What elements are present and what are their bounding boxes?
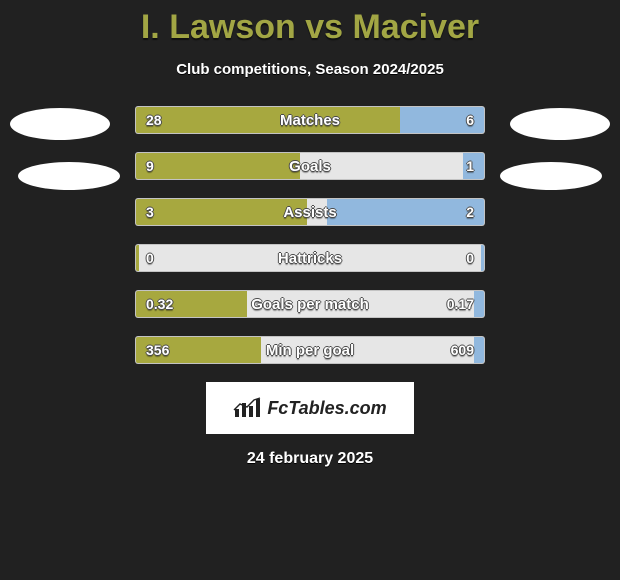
- branding-logo: FcTables.com: [206, 382, 414, 434]
- comparison-chart: 286Matches91Goals32Assists00Hattricks0.3…: [0, 106, 620, 364]
- stat-bar: 91Goals: [135, 152, 485, 180]
- stat-bar-left-fill: [136, 199, 307, 225]
- stat-value-left: 0.32: [146, 291, 173, 317]
- stat-value-right: 1: [466, 153, 474, 179]
- stat-value-left: 9: [146, 153, 154, 179]
- player-right-avatar-placeholder: [510, 108, 610, 140]
- stat-value-right: 6: [466, 107, 474, 133]
- stat-bar: 0.320.17Goals per match: [135, 290, 485, 318]
- stat-bar-right-fill: [474, 337, 484, 363]
- branding-text: FcTables.com: [267, 398, 386, 419]
- bar-chart-icon: [233, 397, 261, 419]
- stat-value-right: 0.17: [447, 291, 474, 317]
- stat-bar-left-fill: [136, 107, 400, 133]
- stat-bar-right-fill: [474, 291, 484, 317]
- team-right-avatar-placeholder: [500, 162, 602, 190]
- stat-value-right: 0: [466, 245, 474, 271]
- stat-bar-right-fill: [481, 245, 484, 271]
- stat-value-right: 609: [451, 337, 474, 363]
- stat-bar: 32Assists: [135, 198, 485, 226]
- stat-value-left: 356: [146, 337, 169, 363]
- team-left-avatar-placeholder: [18, 162, 120, 190]
- stat-bar: 0 0Hattricks: [135, 244, 485, 272]
- date-label: 24 february 2025: [0, 450, 620, 468]
- stat-bar-left-fill: [136, 245, 139, 271]
- stat-value-right: 2: [466, 199, 474, 225]
- stat-value-left: 3: [146, 199, 154, 225]
- page-title: I. Lawson vs Maciver: [0, 0, 620, 47]
- stat-value-left: 28: [146, 107, 162, 133]
- stat-label: Hattricks: [136, 245, 484, 271]
- stat-bar-left-fill: [136, 153, 300, 179]
- stat-bar: 286Matches: [135, 106, 485, 134]
- stat-bar: 356609Min per goal: [135, 336, 485, 364]
- stat-value-left: 0: [146, 245, 154, 271]
- subtitle: Club competitions, Season 2024/2025: [0, 61, 620, 78]
- player-left-avatar-placeholder: [10, 108, 110, 140]
- stat-bar-right-fill: [327, 199, 484, 225]
